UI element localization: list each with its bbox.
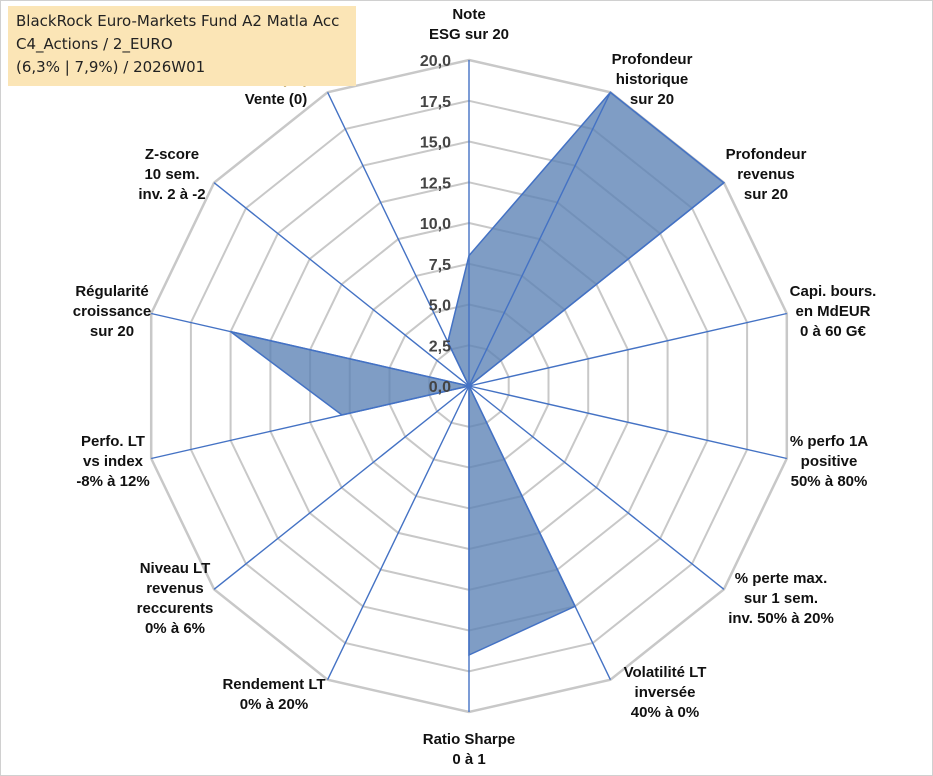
axis-spoke-6 bbox=[468, 385, 612, 681]
tick-label-5: 12,5 bbox=[420, 175, 451, 192]
axis-label-8-line-0: Rendement LT bbox=[222, 676, 325, 693]
axis-label-7-line-1: 0 à 1 bbox=[452, 751, 485, 768]
tick-label-0: 0,0 bbox=[429, 379, 451, 396]
radar-series bbox=[230, 91, 726, 657]
axis-label-1-line-0: Profondeur bbox=[612, 51, 693, 68]
axis-label-10-line-0: Perfo. LT bbox=[81, 433, 145, 450]
axis-label-4-line-2: 50% à 80% bbox=[791, 473, 868, 490]
axis-label-1-line-1: historique bbox=[616, 71, 689, 88]
axis-spoke-5 bbox=[468, 385, 725, 590]
axis-label-10-line-2: -8% à 12% bbox=[76, 473, 149, 490]
axis-label-6-line-1: inversée bbox=[635, 684, 696, 701]
series-area bbox=[230, 91, 726, 657]
tick-label-3: 7,5 bbox=[429, 257, 451, 274]
axis-label-2-line-0: Profondeur bbox=[726, 146, 807, 163]
fund-title-box: BlackRock Euro-Markets Fund A2 Matla Acc… bbox=[8, 6, 356, 86]
axis-label-13-line-2: Vente (0) bbox=[245, 91, 308, 108]
axis-label-4-line-0: % perfo 1A bbox=[790, 433, 869, 450]
fund-name: BlackRock Euro-Markets Fund A2 Matla Acc bbox=[16, 12, 340, 30]
axis-label-11-line-1: croissance bbox=[73, 303, 151, 320]
axis-label-1-line-2: sur 20 bbox=[630, 91, 674, 108]
axis-label-12-line-1: 10 sem. bbox=[144, 166, 199, 183]
axis-label-5-line-1: sur 1 sem. bbox=[744, 590, 818, 607]
axis-label-2-line-2: sur 20 bbox=[744, 186, 788, 203]
fund-stats: (6,3% | 7,9%) / 2026W01 bbox=[16, 58, 206, 76]
axis-label-6-line-2: 40% à 0% bbox=[631, 704, 699, 721]
axis-label-12-line-2: inv. 2 à -2 bbox=[138, 186, 205, 203]
axis-spoke-3 bbox=[468, 312, 787, 387]
axis-label-3-line-0: Capi. bours. bbox=[790, 283, 877, 300]
axis-label-12-line-0: Z-score bbox=[145, 146, 199, 163]
tick-label-1: 2,5 bbox=[429, 338, 451, 355]
axis-label-9-line-3: 0% à 6% bbox=[145, 620, 205, 637]
fund-category: C4_Actions / 2_EURO bbox=[16, 35, 173, 53]
axis-label-0-line-0: Note bbox=[452, 6, 485, 23]
axis-label-8-line-1: 0% à 20% bbox=[240, 696, 308, 713]
axis-label-5-line-2: inv. 50% à 20% bbox=[728, 610, 834, 627]
radar-axes bbox=[151, 60, 787, 712]
axis-label-9-line-0: Niveau LT bbox=[140, 560, 211, 577]
axis-label-3-line-2: 0 à 60 G€ bbox=[800, 323, 867, 340]
axis-spoke-9 bbox=[213, 385, 470, 590]
radar-tick-labels: 0,0 2,5 5,0 7,5 10,0 12,5 15,0 17,5 20,0 bbox=[420, 53, 451, 396]
axis-spoke-8 bbox=[326, 385, 470, 681]
axis-label-9-line-1: revenus bbox=[146, 580, 204, 597]
axis-spoke-1 bbox=[468, 91, 612, 387]
axis-label-2-line-1: revenus bbox=[737, 166, 795, 183]
axis-label-7-line-0: Ratio Sharpe bbox=[423, 731, 516, 748]
axis-label-5-line-0: % perte max. bbox=[735, 570, 828, 587]
tick-label-7: 17,5 bbox=[420, 94, 451, 111]
axis-spoke-2 bbox=[468, 182, 725, 387]
axis-label-11-line-0: Régularité bbox=[75, 283, 148, 300]
axis-spoke-10 bbox=[151, 385, 470, 460]
axis-spoke-4 bbox=[468, 385, 787, 460]
axis-label-11-line-2: sur 20 bbox=[90, 323, 134, 340]
axis-label-9-line-2: reccurents bbox=[137, 600, 214, 617]
axis-spoke-12 bbox=[213, 182, 470, 387]
tick-label-8: 20,0 bbox=[420, 53, 451, 70]
axis-spoke-13 bbox=[326, 91, 470, 387]
tick-label-2: 5,0 bbox=[429, 298, 451, 315]
axis-label-4-line-1: positive bbox=[801, 453, 858, 470]
axis-label-10-line-1: vs index bbox=[83, 453, 144, 470]
axis-label-0-line-1: ESG sur 20 bbox=[429, 26, 509, 43]
axis-label-6-line-0: Volatilité LT bbox=[624, 664, 707, 681]
axis-spoke-11 bbox=[151, 312, 470, 387]
tick-label-4: 10,0 bbox=[420, 216, 451, 233]
tick-label-6: 15,0 bbox=[420, 135, 451, 152]
axis-label-3-line-1: en MdEUR bbox=[796, 303, 871, 320]
